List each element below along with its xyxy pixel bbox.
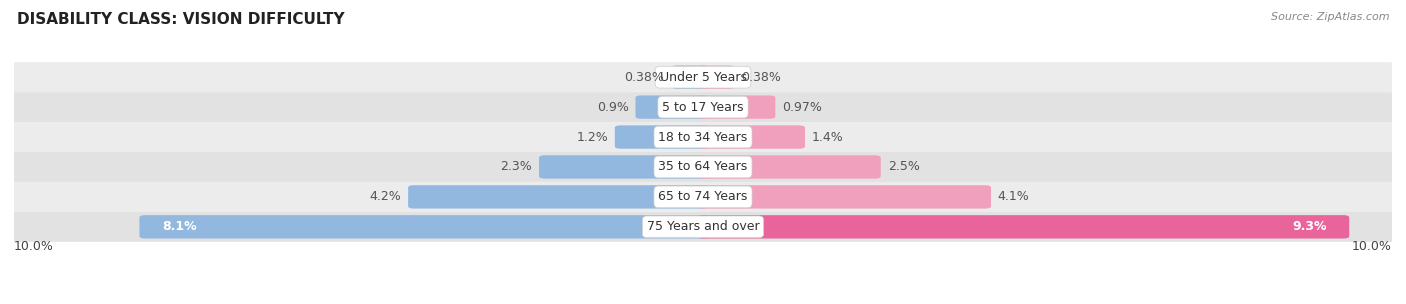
Text: 0.9%: 0.9% [596, 101, 628, 114]
Text: 35 to 64 Years: 35 to 64 Years [658, 161, 748, 174]
FancyBboxPatch shape [697, 185, 991, 209]
FancyBboxPatch shape [697, 155, 880, 179]
Text: 65 to 74 Years: 65 to 74 Years [658, 190, 748, 203]
Text: 0.38%: 0.38% [741, 71, 782, 84]
FancyBboxPatch shape [697, 65, 735, 89]
FancyBboxPatch shape [614, 125, 709, 149]
Text: 1.4%: 1.4% [811, 130, 844, 143]
FancyBboxPatch shape [14, 212, 1392, 242]
Text: 18 to 34 Years: 18 to 34 Years [658, 130, 748, 143]
Text: DISABILITY CLASS: VISION DIFFICULTY: DISABILITY CLASS: VISION DIFFICULTY [17, 12, 344, 27]
FancyBboxPatch shape [697, 125, 806, 149]
Text: Under 5 Years: Under 5 Years [659, 71, 747, 84]
FancyBboxPatch shape [697, 95, 775, 119]
FancyBboxPatch shape [636, 95, 709, 119]
FancyBboxPatch shape [14, 152, 1392, 182]
FancyBboxPatch shape [14, 182, 1392, 212]
Text: 2.5%: 2.5% [887, 161, 920, 174]
Text: 2.3%: 2.3% [501, 161, 531, 174]
Text: Source: ZipAtlas.com: Source: ZipAtlas.com [1271, 12, 1389, 22]
Text: 5 to 17 Years: 5 to 17 Years [662, 101, 744, 114]
FancyBboxPatch shape [139, 215, 709, 239]
FancyBboxPatch shape [408, 185, 709, 209]
FancyBboxPatch shape [671, 65, 709, 89]
Text: 9.3%: 9.3% [1292, 220, 1326, 233]
Text: 4.1%: 4.1% [998, 190, 1029, 203]
Text: 1.2%: 1.2% [576, 130, 607, 143]
Text: 10.0%: 10.0% [1353, 240, 1392, 253]
Text: 10.0%: 10.0% [14, 240, 53, 253]
FancyBboxPatch shape [697, 215, 1350, 239]
FancyBboxPatch shape [538, 155, 709, 179]
Text: 4.2%: 4.2% [370, 190, 401, 203]
Text: 0.38%: 0.38% [624, 71, 665, 84]
Text: 0.97%: 0.97% [782, 101, 823, 114]
FancyBboxPatch shape [14, 122, 1392, 152]
FancyBboxPatch shape [14, 92, 1392, 122]
FancyBboxPatch shape [14, 62, 1392, 92]
Text: 75 Years and over: 75 Years and over [647, 220, 759, 233]
Text: 8.1%: 8.1% [162, 220, 197, 233]
